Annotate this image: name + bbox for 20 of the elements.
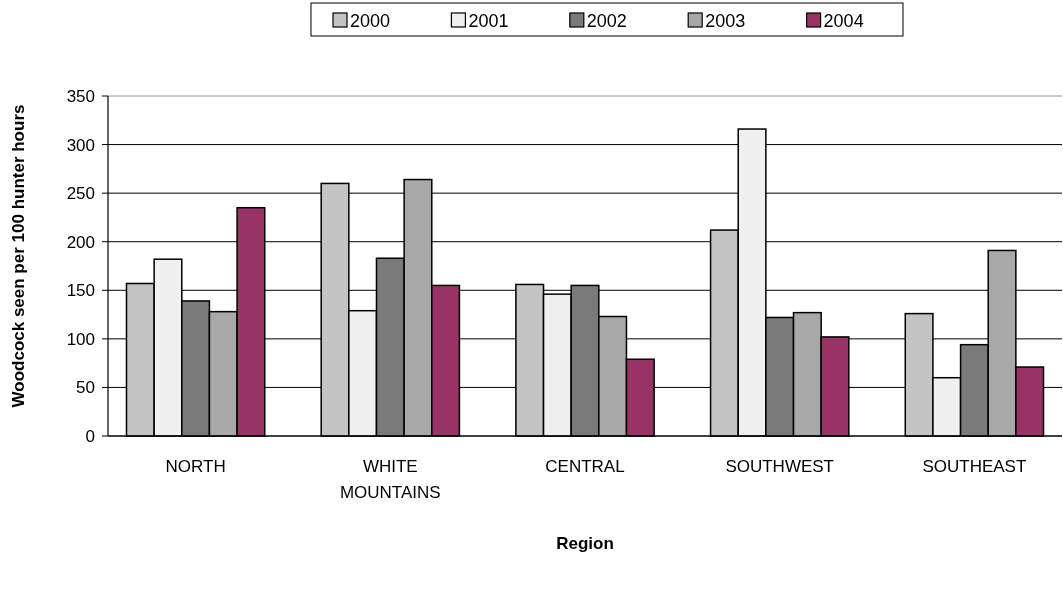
y-tick-label: 150 [66,281,95,301]
x-tick-label: SOUTHWEST [725,457,834,476]
x-tick-label: NORTH [165,457,226,476]
y-tick-label: 200 [66,232,95,252]
y-tick-label: 300 [66,135,95,155]
y-tick-label: 0 [85,426,95,446]
y-axis-title: Woodcock seen per 100 hunter hours [9,104,28,408]
legend-label: 2000 [350,11,391,31]
x-tick-label: CENTRAL [545,457,625,476]
x-axis-title: Region [556,534,614,553]
legend-label: 2002 [586,11,627,31]
legend-label: 2001 [468,11,509,31]
x-tick-label: SOUTHEAST [922,457,1027,476]
legend-label: 2004 [823,11,864,31]
legend-label: 2003 [705,11,746,31]
y-tick-label: 50 [76,378,95,398]
y-tick-label: 100 [66,329,95,349]
y-tick-label: 250 [66,184,95,204]
x-tick-label: WHITE MOUNTAINS [339,457,441,502]
y-tick-label: 350 [66,86,95,106]
